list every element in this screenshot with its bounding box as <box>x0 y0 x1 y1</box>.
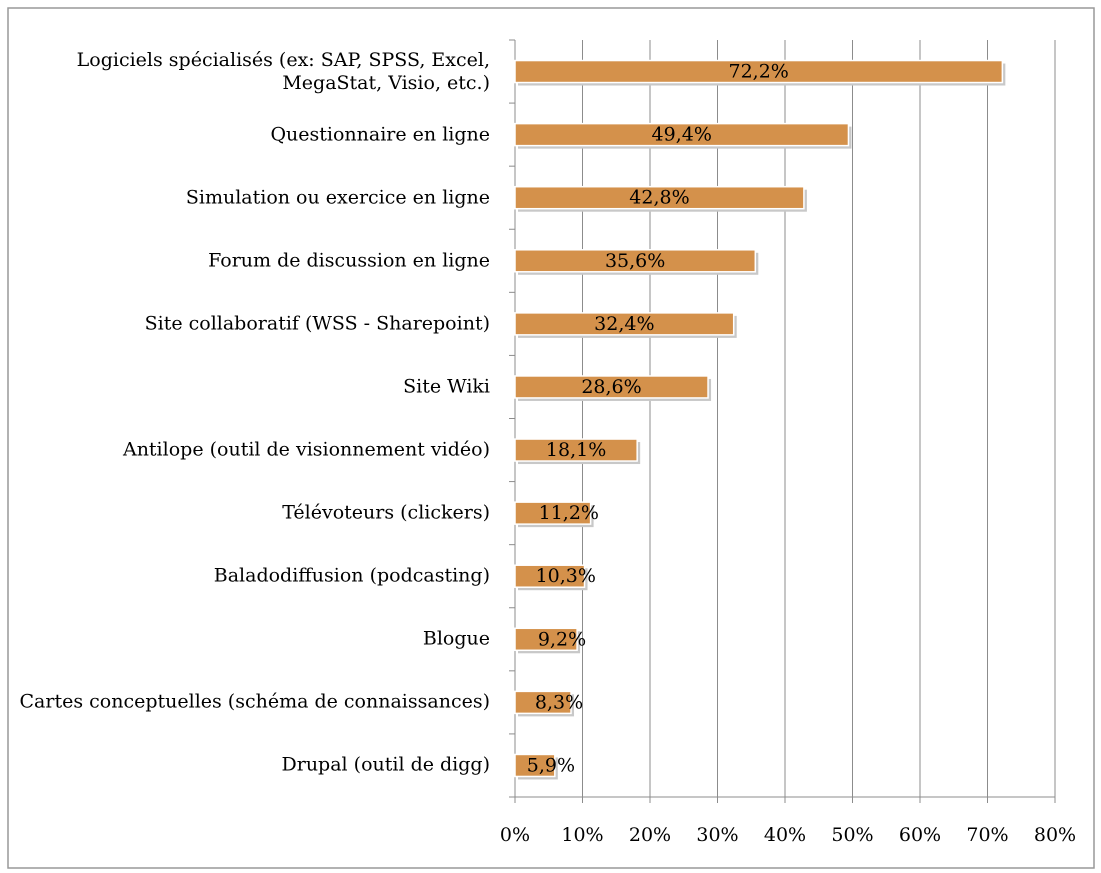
y-tick-label: Logiciels spécialisés (ex: SAP, SPSS, Ex… <box>76 48 490 94</box>
value-label: 5,9% <box>527 754 575 776</box>
bar <box>514 59 1004 84</box>
bar <box>514 312 735 336</box>
bar <box>514 501 592 525</box>
y-tick-label: Simulation ou exercice en ligne <box>185 186 490 209</box>
y-tick-label: Télévoteurs (clickers) <box>282 501 490 524</box>
value-label: 8,3% <box>535 691 583 713</box>
x-tick-label: 10% <box>561 824 603 846</box>
value-label: 28,6% <box>581 376 641 398</box>
y-tick-label: Questionnaire en ligne <box>270 123 490 146</box>
value-label: 35,6% <box>605 250 665 272</box>
y-tick-label: Site Wiki <box>403 375 490 398</box>
frame <box>7 7 1095 869</box>
bar <box>514 185 805 210</box>
value-label: 10,3% <box>536 565 596 587</box>
x-tick-label: 60% <box>899 824 941 846</box>
y-tick-label: Blogue <box>422 627 490 650</box>
x-tick-label: 80% <box>1034 824 1076 846</box>
bar <box>514 438 638 462</box>
y-tick-label: Site collaboratif (WSS - Sharepoint) <box>144 312 490 335</box>
bar <box>514 627 578 652</box>
bar <box>514 564 586 588</box>
x-tick-label: 30% <box>696 824 738 846</box>
y-tick-label: Antilope (outil de visionnement vidéo) <box>122 438 490 461</box>
bar <box>514 122 850 147</box>
x-tick-label: 0% <box>500 824 530 846</box>
y-tick-label: Drupal (outil de digg) <box>281 753 491 776</box>
bar <box>514 375 709 399</box>
bar <box>514 753 556 778</box>
y-tick-label: Baladodiffusion (podcasting) <box>213 564 490 587</box>
bar <box>514 690 572 715</box>
x-tick-label: 20% <box>629 824 671 846</box>
x-tick-label: 40% <box>764 824 806 846</box>
value-label: 49,4% <box>652 124 712 146</box>
value-label: 11,2% <box>539 502 599 524</box>
value-label: 32,4% <box>594 313 654 335</box>
y-tick-label: Cartes conceptuelles (schéma de connaiss… <box>19 690 490 713</box>
bar <box>514 249 757 273</box>
value-label: 42,8% <box>629 187 689 209</box>
y-tick-label: Forum de discussion en ligne <box>208 249 490 272</box>
x-tick-label: 50% <box>831 824 873 846</box>
value-label: 9,2% <box>538 628 586 650</box>
value-label: 72,2% <box>728 61 788 83</box>
value-label: 18,1% <box>546 439 606 461</box>
x-tick-label: 70% <box>966 824 1008 846</box>
